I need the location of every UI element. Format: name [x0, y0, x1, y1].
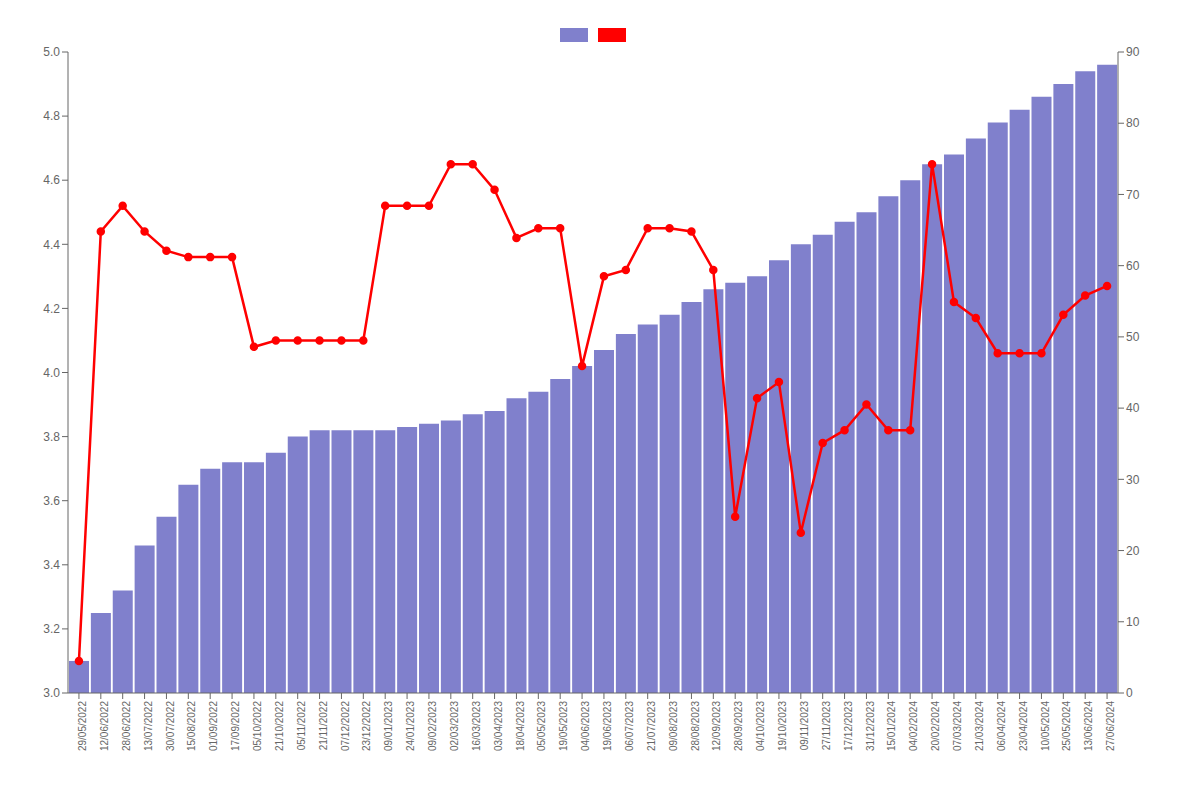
- svg-text:50: 50: [1126, 330, 1140, 344]
- svg-text:10: 10: [1126, 615, 1140, 629]
- svg-text:04/06/2023: 04/06/2023: [580, 701, 591, 751]
- svg-text:29/05/2022: 29/05/2022: [77, 701, 88, 751]
- svg-text:13/06/2024: 13/06/2024: [1083, 701, 1094, 751]
- svg-text:27/11/2023: 27/11/2023: [821, 701, 832, 751]
- svg-text:06/04/2024: 06/04/2024: [996, 701, 1007, 751]
- svg-text:13/07/2022: 13/07/2022: [143, 701, 154, 751]
- svg-text:4.2: 4.2: [43, 302, 60, 316]
- svg-text:30: 30: [1126, 473, 1140, 487]
- svg-text:05/10/2022: 05/10/2022: [252, 701, 263, 751]
- svg-text:0: 0: [1126, 686, 1133, 700]
- svg-text:09/02/2023: 09/02/2023: [427, 701, 438, 751]
- svg-text:31/12/2023: 31/12/2023: [865, 701, 876, 751]
- svg-text:4.8: 4.8: [43, 109, 60, 123]
- svg-text:17/09/2022: 17/09/2022: [230, 701, 241, 751]
- svg-text:28/08/2023: 28/08/2023: [690, 701, 701, 751]
- svg-text:3.8: 3.8: [43, 430, 60, 444]
- svg-text:70: 70: [1126, 188, 1140, 202]
- svg-text:23/12/2022: 23/12/2022: [361, 701, 372, 751]
- svg-text:15/08/2022: 15/08/2022: [186, 701, 197, 751]
- svg-text:4.4: 4.4: [43, 238, 60, 252]
- svg-text:3.6: 3.6: [43, 494, 60, 508]
- svg-text:19/10/2023: 19/10/2023: [777, 701, 788, 751]
- svg-text:07/12/2022: 07/12/2022: [340, 701, 351, 751]
- svg-text:21/11/2022: 21/11/2022: [318, 701, 329, 751]
- svg-text:07/03/2024: 07/03/2024: [952, 701, 963, 751]
- svg-text:09/11/2023: 09/11/2023: [799, 701, 810, 751]
- svg-text:4.6: 4.6: [43, 173, 60, 187]
- svg-text:15/01/2024: 15/01/2024: [886, 701, 897, 751]
- svg-text:4.0: 4.0: [43, 366, 60, 380]
- svg-text:90: 90: [1126, 45, 1140, 59]
- svg-text:12/09/2023: 12/09/2023: [711, 701, 722, 751]
- svg-text:28/06/2022: 28/06/2022: [121, 701, 132, 751]
- svg-text:24/01/2023: 24/01/2023: [405, 701, 416, 751]
- svg-text:3.4: 3.4: [43, 558, 60, 572]
- svg-text:19/06/2023: 19/06/2023: [602, 701, 613, 751]
- svg-text:02/03/2023: 02/03/2023: [449, 701, 460, 751]
- svg-text:06/07/2023: 06/07/2023: [624, 701, 635, 751]
- svg-text:04/02/2024: 04/02/2024: [908, 701, 919, 751]
- svg-text:3.2: 3.2: [43, 622, 60, 636]
- svg-text:04/10/2023: 04/10/2023: [755, 701, 766, 751]
- svg-text:20/02/2024: 20/02/2024: [930, 701, 941, 751]
- svg-text:20: 20: [1126, 544, 1140, 558]
- svg-text:3.0: 3.0: [43, 686, 60, 700]
- svg-text:18/04/2023: 18/04/2023: [515, 701, 526, 751]
- svg-text:23/04/2024: 23/04/2024: [1018, 701, 1029, 751]
- svg-text:21/07/2023: 21/07/2023: [646, 701, 657, 751]
- svg-text:03/04/2023: 03/04/2023: [493, 701, 504, 751]
- svg-text:09/01/2023: 09/01/2023: [383, 701, 394, 751]
- svg-text:10/05/2024: 10/05/2024: [1040, 701, 1051, 751]
- svg-text:30/07/2022: 30/07/2022: [165, 701, 176, 751]
- svg-text:21/03/2024: 21/03/2024: [974, 701, 985, 751]
- svg-text:60: 60: [1126, 259, 1140, 273]
- svg-text:40: 40: [1126, 401, 1140, 415]
- svg-text:01/09/2022: 01/09/2022: [208, 701, 219, 751]
- svg-text:05/11/2022: 05/11/2022: [296, 701, 307, 751]
- svg-text:25/05/2024: 25/05/2024: [1061, 701, 1072, 751]
- svg-text:27/06/2024: 27/06/2024: [1105, 701, 1116, 751]
- svg-text:19/05/2023: 19/05/2023: [558, 701, 569, 751]
- svg-text:12/06/2022: 12/06/2022: [99, 701, 110, 751]
- svg-text:21/10/2022: 21/10/2022: [274, 701, 285, 751]
- svg-text:17/12/2023: 17/12/2023: [843, 701, 854, 751]
- svg-text:5.0: 5.0: [43, 45, 60, 59]
- svg-text:16/03/2023: 16/03/2023: [471, 701, 482, 751]
- svg-text:09/08/2023: 09/08/2023: [668, 701, 679, 751]
- svg-text:05/05/2023: 05/05/2023: [536, 701, 547, 751]
- svg-text:80: 80: [1126, 116, 1140, 130]
- svg-text:28/09/2023: 28/09/2023: [733, 701, 744, 751]
